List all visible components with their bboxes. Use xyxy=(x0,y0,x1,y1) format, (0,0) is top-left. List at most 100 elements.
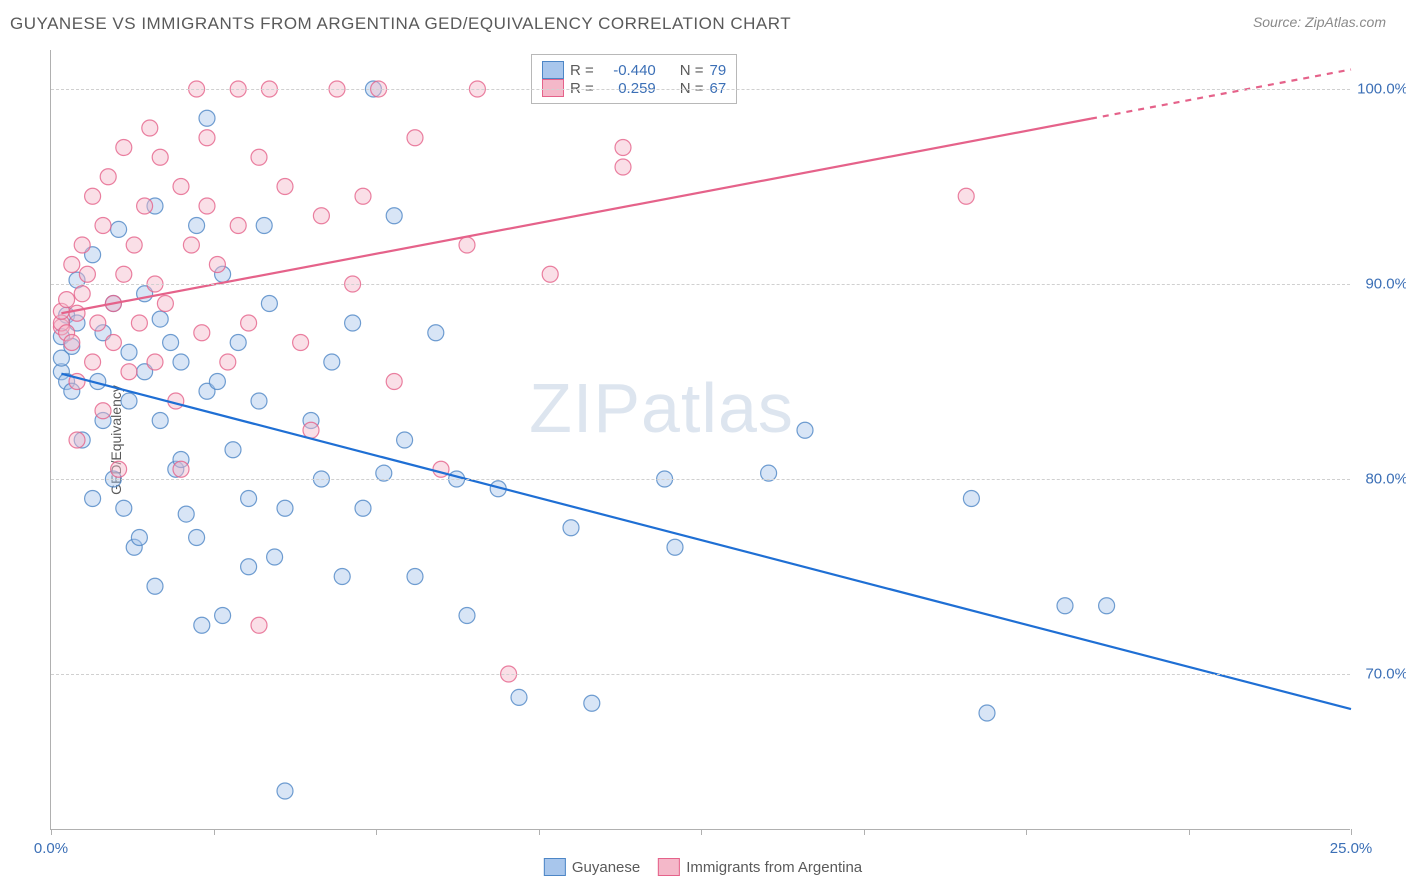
gridline xyxy=(51,479,1350,480)
chart-svg xyxy=(51,50,1351,830)
y-tick-label: 80.0% xyxy=(1365,471,1406,488)
point-argentina xyxy=(147,354,163,370)
point-guyanese xyxy=(584,695,600,711)
r-value: -0.440 xyxy=(600,62,656,79)
stats-legend: R =-0.440N =79R =0.259N =67 xyxy=(531,54,737,104)
r-label: R = xyxy=(570,62,594,79)
point-argentina xyxy=(615,159,631,175)
point-argentina xyxy=(59,292,75,308)
point-argentina xyxy=(74,237,90,253)
point-argentina xyxy=(121,364,137,380)
r-value: 0.259 xyxy=(600,80,656,97)
legend-item-argentina: Immigrants from Argentina xyxy=(658,858,862,876)
point-argentina xyxy=(542,266,558,282)
point-guyanese xyxy=(241,491,257,507)
point-guyanese xyxy=(251,393,267,409)
point-guyanese xyxy=(152,311,168,327)
point-guyanese xyxy=(241,559,257,575)
gridline xyxy=(51,284,1350,285)
point-guyanese xyxy=(147,578,163,594)
point-argentina xyxy=(615,140,631,156)
point-guyanese xyxy=(397,432,413,448)
point-argentina xyxy=(100,169,116,185)
n-value: 79 xyxy=(710,62,727,79)
x-tick xyxy=(51,829,52,835)
point-guyanese xyxy=(152,413,168,429)
point-argentina xyxy=(313,208,329,224)
point-guyanese xyxy=(334,569,350,585)
gridline xyxy=(51,89,1350,90)
point-guyanese xyxy=(131,530,147,546)
x-tick xyxy=(1026,829,1027,835)
point-argentina xyxy=(95,218,111,234)
swatch-icon xyxy=(658,858,680,876)
point-guyanese xyxy=(85,491,101,507)
point-guyanese xyxy=(1057,598,1073,614)
point-argentina xyxy=(111,461,127,477)
n-label: N = xyxy=(680,62,704,79)
point-argentina xyxy=(126,237,142,253)
point-guyanese xyxy=(163,335,179,351)
stats-row: R =0.259N =67 xyxy=(542,79,726,97)
point-guyanese xyxy=(189,218,205,234)
point-argentina xyxy=(79,266,95,282)
point-argentina xyxy=(116,140,132,156)
trend-guyanese xyxy=(61,374,1351,709)
plot-area: GED/Equivalency ZIPatlas R =-0.440N =79R… xyxy=(50,50,1350,830)
y-tick-label: 100.0% xyxy=(1357,81,1406,98)
chart-title: GUYANESE VS IMMIGRANTS FROM ARGENTINA GE… xyxy=(10,14,791,34)
swatch-icon xyxy=(542,61,564,79)
point-argentina xyxy=(105,335,121,351)
x-tick xyxy=(1189,829,1190,835)
x-tick xyxy=(701,829,702,835)
point-guyanese xyxy=(194,617,210,633)
point-argentina xyxy=(220,354,236,370)
point-argentina xyxy=(152,149,168,165)
point-guyanese xyxy=(215,608,231,624)
point-argentina xyxy=(293,335,309,351)
point-argentina xyxy=(157,296,173,312)
point-argentina xyxy=(355,188,371,204)
point-argentina xyxy=(251,149,267,165)
x-tick xyxy=(1351,829,1352,835)
y-tick-label: 70.0% xyxy=(1365,666,1406,683)
swatch-icon xyxy=(544,858,566,876)
point-guyanese xyxy=(189,530,205,546)
point-argentina xyxy=(142,120,158,136)
point-guyanese xyxy=(173,354,189,370)
point-guyanese xyxy=(979,705,995,721)
point-argentina xyxy=(131,315,147,331)
point-argentina xyxy=(95,403,111,419)
x-tick-label: 0.0% xyxy=(34,840,68,857)
point-argentina xyxy=(241,315,257,331)
point-argentina xyxy=(303,422,319,438)
point-guyanese xyxy=(277,783,293,799)
point-argentina xyxy=(209,257,225,273)
point-guyanese xyxy=(355,500,371,516)
r-label: R = xyxy=(570,80,594,97)
trend-argentina-dashed xyxy=(1091,70,1351,119)
point-argentina xyxy=(251,617,267,633)
source-credit: Source: ZipAtlas.com xyxy=(1253,14,1386,30)
point-guyanese xyxy=(1099,598,1115,614)
point-argentina xyxy=(74,286,90,302)
point-guyanese xyxy=(277,500,293,516)
point-guyanese xyxy=(324,354,340,370)
point-argentina xyxy=(199,130,215,146)
point-argentina xyxy=(183,237,199,253)
point-argentina xyxy=(64,335,80,351)
point-argentina xyxy=(459,237,475,253)
point-argentina xyxy=(386,374,402,390)
point-guyanese xyxy=(261,296,277,312)
point-argentina xyxy=(116,266,132,282)
point-guyanese xyxy=(407,569,423,585)
point-guyanese xyxy=(459,608,475,624)
point-argentina xyxy=(230,218,246,234)
point-guyanese xyxy=(667,539,683,555)
point-argentina xyxy=(85,354,101,370)
point-guyanese xyxy=(121,393,137,409)
point-guyanese xyxy=(178,506,194,522)
point-guyanese xyxy=(511,689,527,705)
x-tick xyxy=(864,829,865,835)
point-argentina xyxy=(173,179,189,195)
